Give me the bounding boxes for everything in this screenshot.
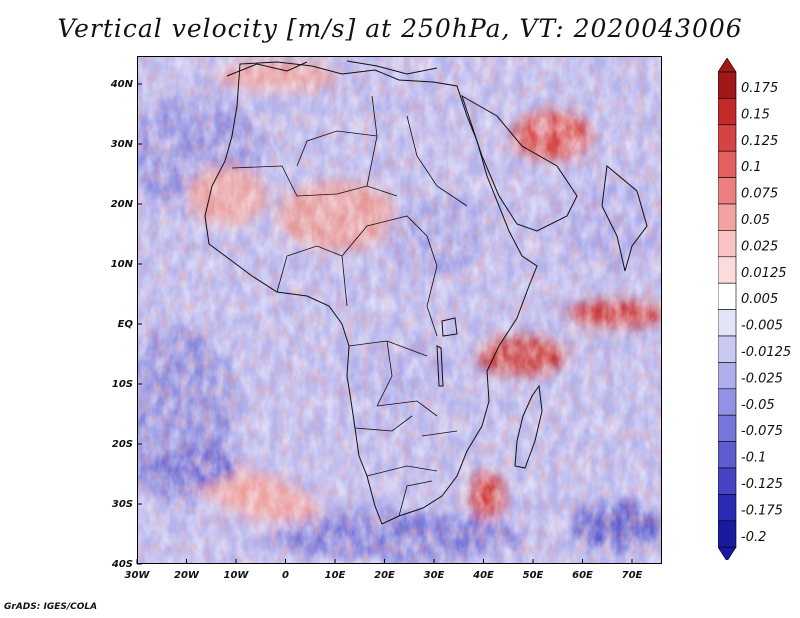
colorbar-label: -0.2 [741,530,766,545]
colorbar-segment [718,282,737,310]
madagascar-coastline [514,384,543,469]
africa-coastline [204,61,538,525]
colorbar-segment [718,362,737,390]
colorbar-segment [718,98,737,126]
colorbar-label: 0.025 [741,239,778,254]
plot-title: Vertical velocity [m/s] at 250hPa, VT: 2… [57,14,743,43]
colorbar-label: 0.075 [741,187,778,202]
colorbar-label: 0.15 [741,107,770,122]
lake-tanganyika [436,345,444,387]
lat-label: 20N [111,199,134,210]
software-credit: GrADS: IGES/COLA [4,602,98,612]
noise-red [137,56,662,564]
colorbar-bottom-arrow [718,546,737,560]
longitude-axis: 30W 20W 10W 0 10E 20E 30E 40E 50E 60E 70E [125,559,643,581]
coastlines [204,60,648,525]
lon-label: 30E [424,570,445,581]
colorbar-segment [718,335,737,363]
colorbar-segment [718,494,737,522]
colorbar-label: -0.075 [741,424,783,439]
lon-label: 40E [472,570,494,581]
colorbar-top-arrow [718,58,737,73]
colorbar-label: -0.025 [741,371,783,386]
colorbar-label: -0.1 [741,451,766,466]
lon-label: 0 [282,570,289,581]
europe-coastline [226,60,438,77]
lon-label: 10E [325,570,346,581]
colorbar-segment [718,388,737,416]
colorbar-segment [718,414,737,442]
colorbar-segment [718,203,737,231]
lat-label: 40N [110,79,134,90]
lon-label: 30W [125,570,151,581]
lat-label: 40S [111,559,133,570]
colorbar-label: 0.175 [741,81,778,96]
colorbar-label: -0.175 [741,503,783,518]
colorbar-segment [718,124,737,152]
colorbar-label: 0.0125 [741,266,787,281]
lon-label: 50E [523,570,544,581]
colorbar: 0.175 0.15 0.125 0.1 0.075 0.05 0.025 0.0125 0.0… [718,58,791,560]
lat-label: 30S [112,499,133,510]
colorbar-label: 0.005 [741,292,778,307]
colorbar-segment [718,256,737,284]
lon-label: 20W [174,570,200,581]
country-borders [231,95,468,517]
arabia-coastline [461,94,578,232]
colorbar-segment [718,230,737,258]
colorbar-segment [718,177,737,205]
colorbar-segment [718,520,737,548]
colorbar-segment [718,309,737,337]
colorbar-label: -0.125 [741,477,783,492]
lat-label: 10N [111,259,134,270]
lat-label: 30N [111,139,134,150]
velocity-map [137,56,662,564]
latitude-axis: 40N 30N 20N 10N EQ 10S 20S 30S 40S [110,79,142,570]
india-coastline [601,165,648,272]
lat-label: EQ [118,319,134,330]
lat-label: 20S [112,439,133,450]
map-frame [137,56,662,564]
lake-victoria [441,317,458,337]
colorbar-label: -0.0125 [741,345,791,360]
colorbar-label: -0.05 [741,398,775,413]
colorbar-segment [718,71,737,99]
lon-label: 20E [374,570,395,581]
colorbar-label: 0.1 [741,160,762,175]
colorbar-label: -0.005 [741,319,783,334]
colorbar-segment [718,467,737,495]
colorbar-label: 0.125 [741,134,778,149]
lon-label: 70E [622,570,643,581]
colorbar-label: 0.05 [741,213,770,228]
colorbar-segment [718,441,737,469]
lon-label: 10W [224,570,250,581]
colorbar-segment [718,150,737,178]
lon-label: 60E [572,570,593,581]
lat-label: 10S [112,379,133,390]
